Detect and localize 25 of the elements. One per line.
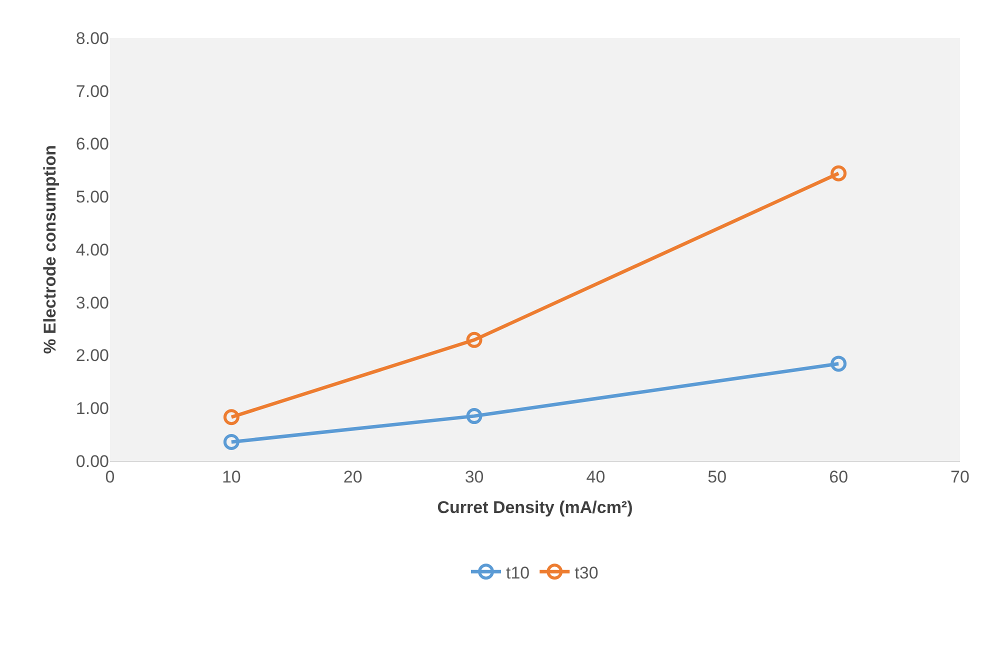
x-tick-label: 40 <box>586 467 606 486</box>
y-axis-title: % Electrode consumption <box>40 145 60 354</box>
point <box>466 408 482 424</box>
y-tick-label: 6.00 <box>76 134 109 154</box>
x-tick-label: 20 <box>343 467 362 486</box>
point <box>466 332 482 348</box>
y-tick-label: 8.00 <box>76 28 109 48</box>
x-tick-label: 60 <box>829 467 848 486</box>
y-tick-label: 4.00 <box>76 240 109 260</box>
point <box>830 165 847 182</box>
y-tick-label: 5.00 <box>76 188 109 207</box>
x-tick-label: 10 <box>222 467 241 486</box>
y-tick-label: 1.00 <box>76 399 109 418</box>
y-tick-label: 3.00 <box>76 293 109 312</box>
legend-label: t30 <box>574 563 598 582</box>
legend-label: t10 <box>506 563 530 582</box>
x-tick-label: 50 <box>708 467 727 486</box>
point <box>223 434 240 450</box>
x-tick-label: 70 <box>950 467 970 486</box>
x-axis-title: Curret Density (mA/cm²) <box>437 498 633 517</box>
point <box>830 356 847 372</box>
y-tick-label: 7.00 <box>76 82 109 101</box>
point <box>223 409 240 426</box>
y-tick-label: 2.00 <box>76 346 109 366</box>
x-tick-label: 30 <box>464 467 484 486</box>
